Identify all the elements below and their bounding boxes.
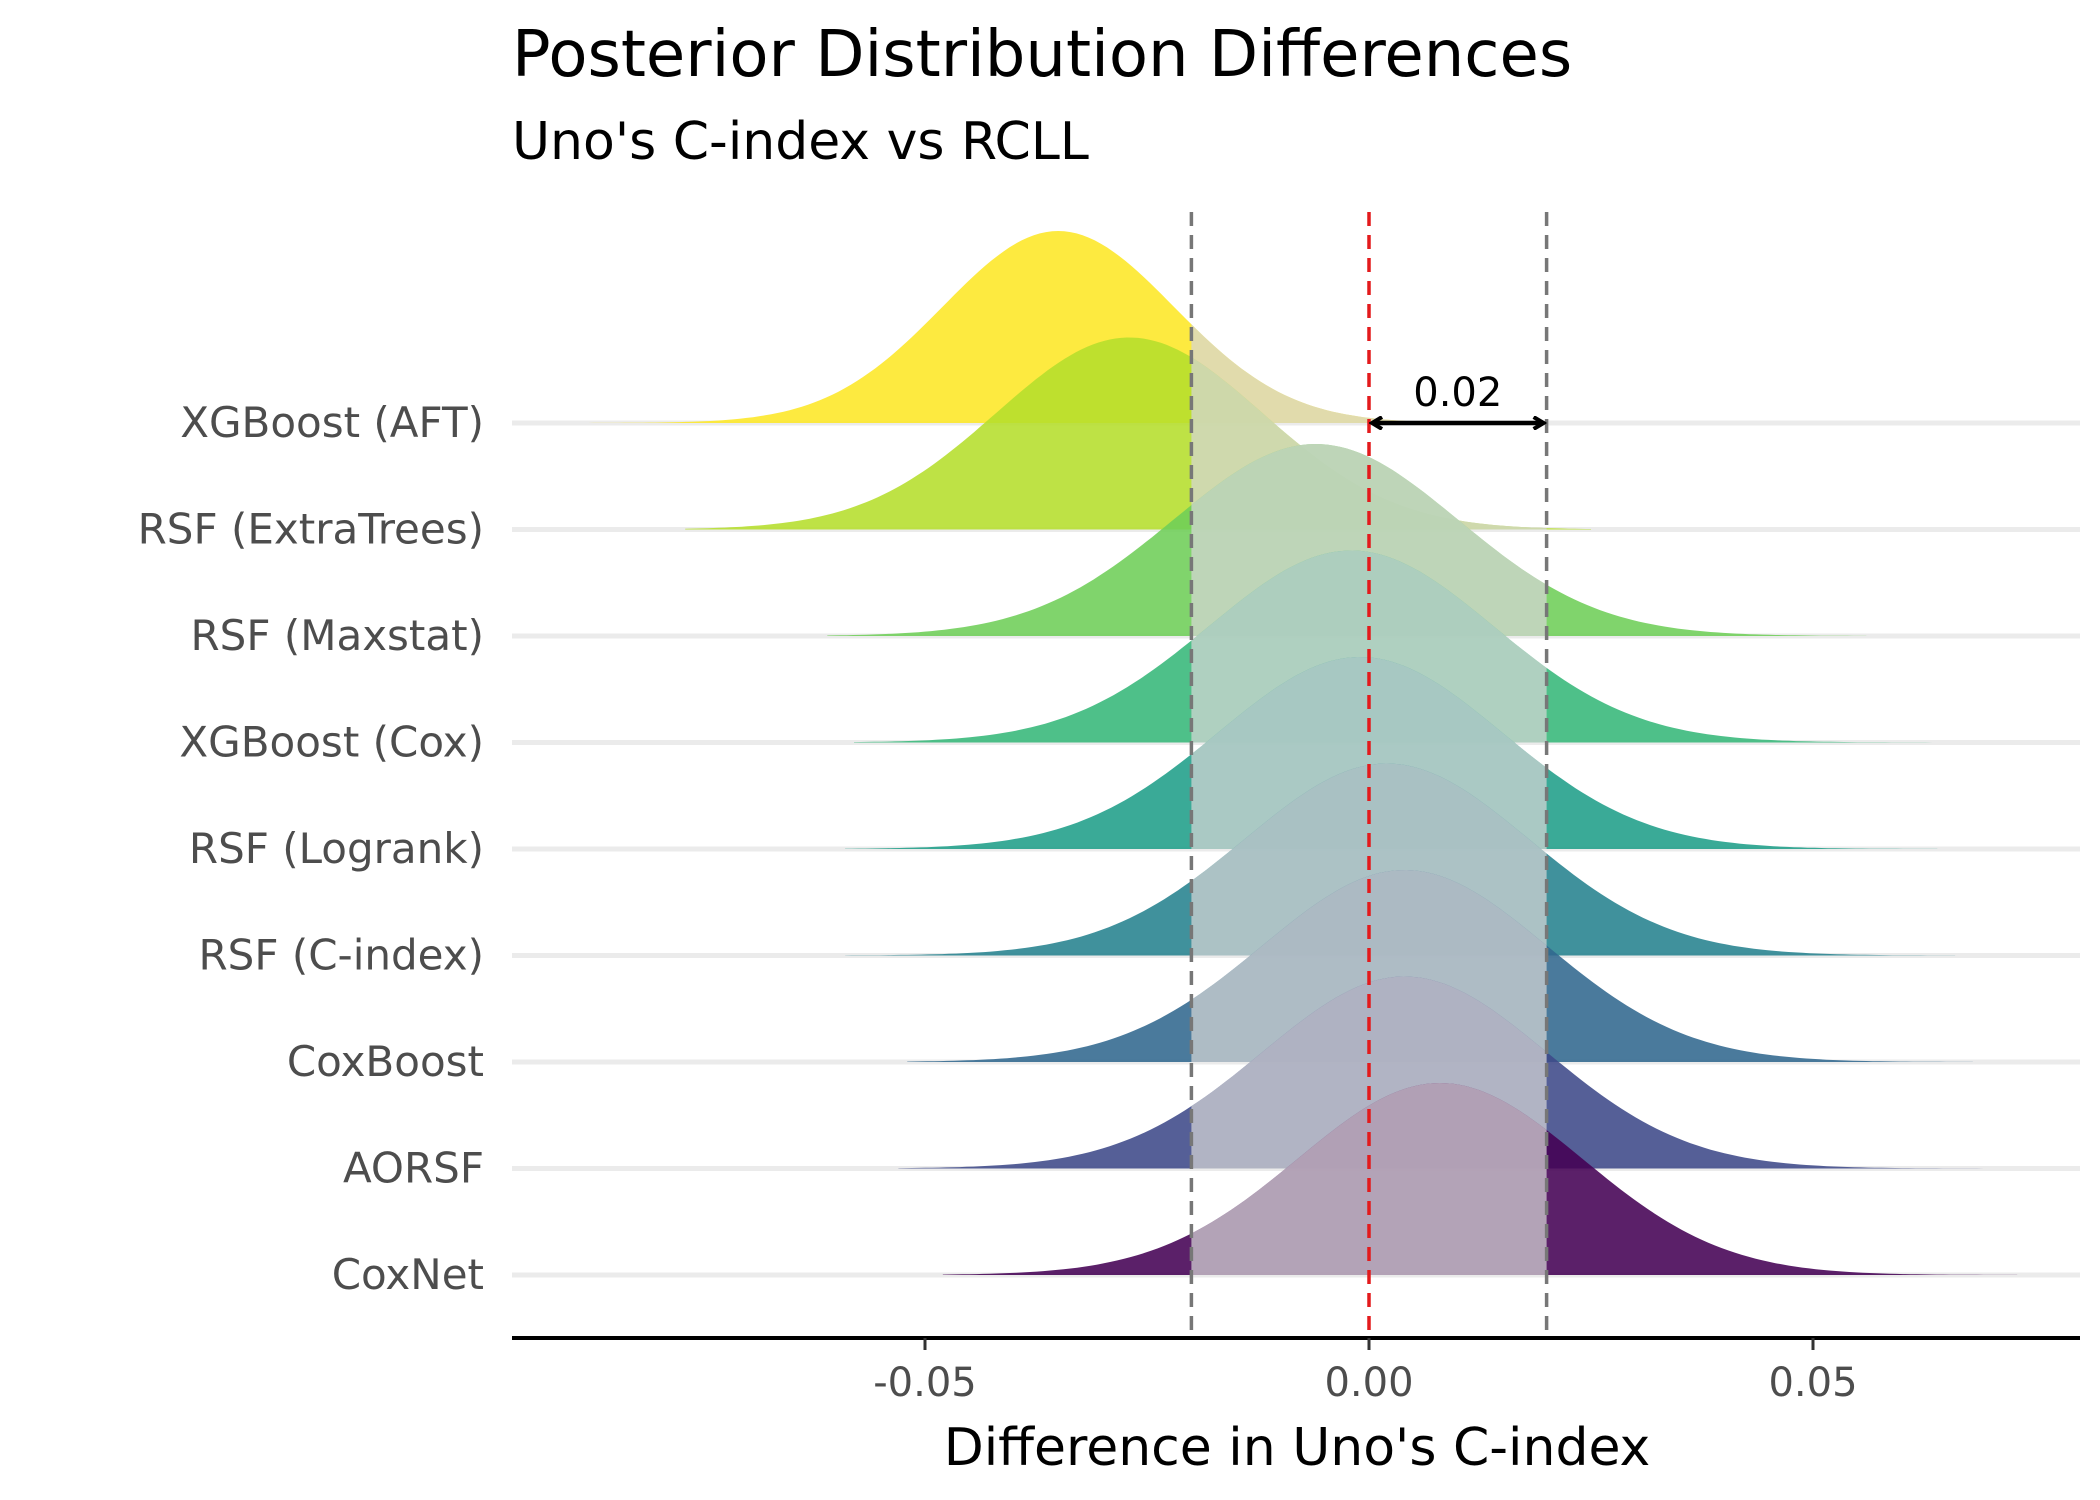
ridges	[569, 231, 2018, 1275]
x-axis: -0.05 0.00 0.05	[512, 1336, 2080, 1406]
chart-title: Posterior Distribution Differences	[512, 18, 1573, 92]
y-axis-label: XGBoost (AFT)	[180, 398, 484, 447]
chart-subtitle: Uno's C-index vs RCLL	[512, 112, 1089, 172]
y-axis-label: XGBoost (Cox)	[179, 718, 484, 767]
x-tick-label: -0.05	[873, 1360, 977, 1406]
difference-label: 0.02	[1413, 370, 1502, 416]
y-axis-label: RSF (Maxstat)	[190, 611, 484, 660]
y-axis-label: RSF (Logrank)	[189, 824, 484, 873]
y-axis-label: AORSF	[343, 1144, 484, 1193]
ridge-rsf-extratrees	[685, 337, 1591, 530]
ridge-area	[569, 231, 1547, 423]
ridge-xgboost-aft	[569, 231, 1547, 423]
rope-overlay	[1191, 324, 1547, 423]
x-tick-label: 0.05	[1768, 1360, 1857, 1406]
y-axis-label: RSF (ExtraTrees)	[138, 505, 484, 554]
ridge-coxnet	[942, 1083, 2018, 1275]
rope-overlay	[1191, 1083, 1547, 1275]
y-axis-labels: XGBoost (AFT) RSF (ExtraTrees) RSF (Maxsta…	[138, 398, 484, 1299]
reference-lines	[1189, 212, 1549, 1338]
x-tick-label: 0.00	[1324, 1360, 1413, 1406]
y-axis-label: RSF (C-index)	[198, 931, 484, 980]
x-axis-title: Difference in Uno's C-index	[944, 1418, 1651, 1478]
y-axis-label: CoxBoost	[287, 1037, 484, 1086]
y-axis-label: CoxNet	[332, 1250, 484, 1299]
ridge-area	[685, 337, 1591, 530]
annotation: 0.02	[1373, 370, 1543, 423]
